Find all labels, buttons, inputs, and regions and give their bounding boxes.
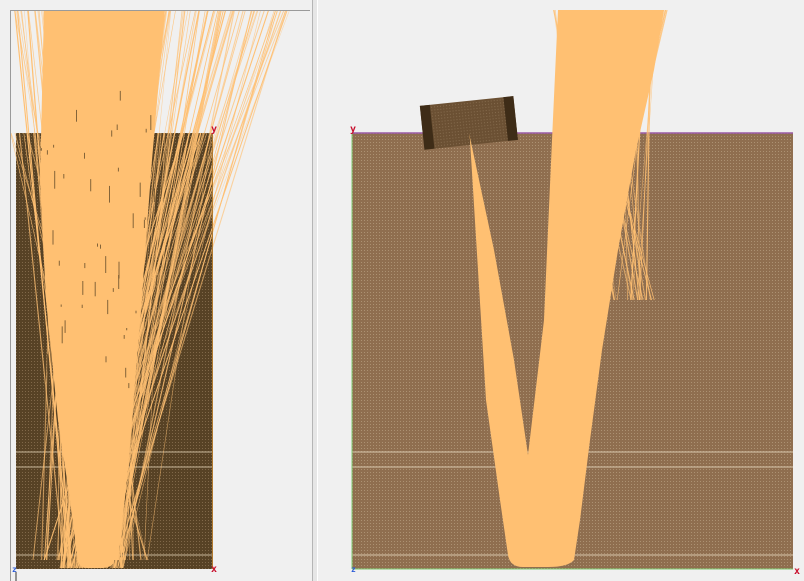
beam-mark — [100, 244, 101, 249]
beam-mark — [118, 275, 120, 289]
beam-mark — [119, 90, 121, 101]
beam-mark — [81, 304, 83, 308]
beam-mark — [61, 326, 63, 344]
axis-x-label: x — [794, 566, 800, 577]
beam-ray — [115, 132, 190, 561]
beam-mark — [107, 299, 109, 315]
beam-mark — [94, 281, 96, 297]
beam-mark — [82, 281, 84, 295]
beam-mark — [117, 167, 119, 172]
beam-mark — [144, 217, 146, 220]
beam-ray — [113, 11, 286, 569]
axis-z-label: z — [351, 565, 356, 574]
beam-mark — [97, 243, 98, 247]
beam-mark — [60, 304, 62, 307]
beam-mark — [150, 115, 152, 130]
beam-mid — [110, 11, 165, 560]
beam-mark — [126, 328, 128, 331]
beam-ray — [117, 11, 276, 569]
beam-mark — [63, 174, 65, 179]
beam-mark — [46, 150, 48, 155]
beam-mark — [84, 263, 86, 269]
beam-mark — [40, 148, 42, 151]
beam-ray — [17, 11, 70, 569]
beam-ray — [117, 132, 202, 561]
beam-mark — [76, 109, 77, 122]
beam-mark — [54, 170, 56, 189]
beam-mark — [116, 124, 118, 130]
beam-mark — [105, 356, 107, 363]
beam-mark — [118, 261, 120, 279]
scene-right[interactable]: y x z — [318, 0, 804, 581]
axis-z-label: z — [12, 565, 17, 574]
beam-mark — [125, 367, 127, 378]
beam-mark — [52, 230, 54, 245]
beam-ray — [110, 132, 201, 561]
scene-left[interactable]: y x z — [0, 0, 312, 581]
beam-mark — [132, 213, 134, 229]
beam-ray — [146, 132, 213, 561]
viewport-left[interactable]: y x z — [0, 0, 312, 581]
cutter-block[interactable] — [419, 96, 518, 150]
beam-mark — [128, 383, 130, 389]
beam-main — [469, 10, 664, 567]
beam-ray — [122, 11, 261, 569]
frame-edge-right — [212, 133, 213, 569]
beam-mark — [111, 130, 113, 137]
viewport-frame-top — [10, 10, 310, 11]
beam-mark — [139, 182, 141, 197]
beam-mark — [156, 275, 158, 285]
viewport-frame-left — [10, 10, 11, 581]
beam-mark — [112, 288, 114, 292]
beam-mark — [145, 128, 147, 133]
beam-ray — [143, 132, 166, 561]
beam-mark — [58, 260, 60, 266]
beam-ray — [18, 132, 65, 561]
beam-mark — [153, 188, 155, 202]
beam-ray — [35, 132, 66, 561]
beam-marks — [40, 90, 158, 395]
beam-mark — [135, 310, 137, 314]
beam-mark — [84, 152, 85, 159]
beam-ray — [122, 132, 162, 561]
axis-x-label: x — [211, 564, 217, 575]
beam-mark — [143, 219, 145, 228]
axis-y-label: y — [350, 124, 356, 135]
viewport-splitter[interactable] — [312, 0, 318, 581]
beam-ray — [114, 11, 278, 569]
beam-mark — [44, 384, 46, 395]
beam-mark — [109, 185, 110, 203]
beam-mark — [105, 256, 107, 273]
beam-mark — [53, 144, 55, 148]
beam-mark — [90, 179, 92, 192]
beam-mark — [47, 353, 48, 372]
viewport-right[interactable]: y x z — [318, 0, 804, 581]
beam-mark — [123, 335, 125, 339]
axis-y-label: y — [211, 124, 217, 135]
beam-mark — [64, 320, 66, 333]
